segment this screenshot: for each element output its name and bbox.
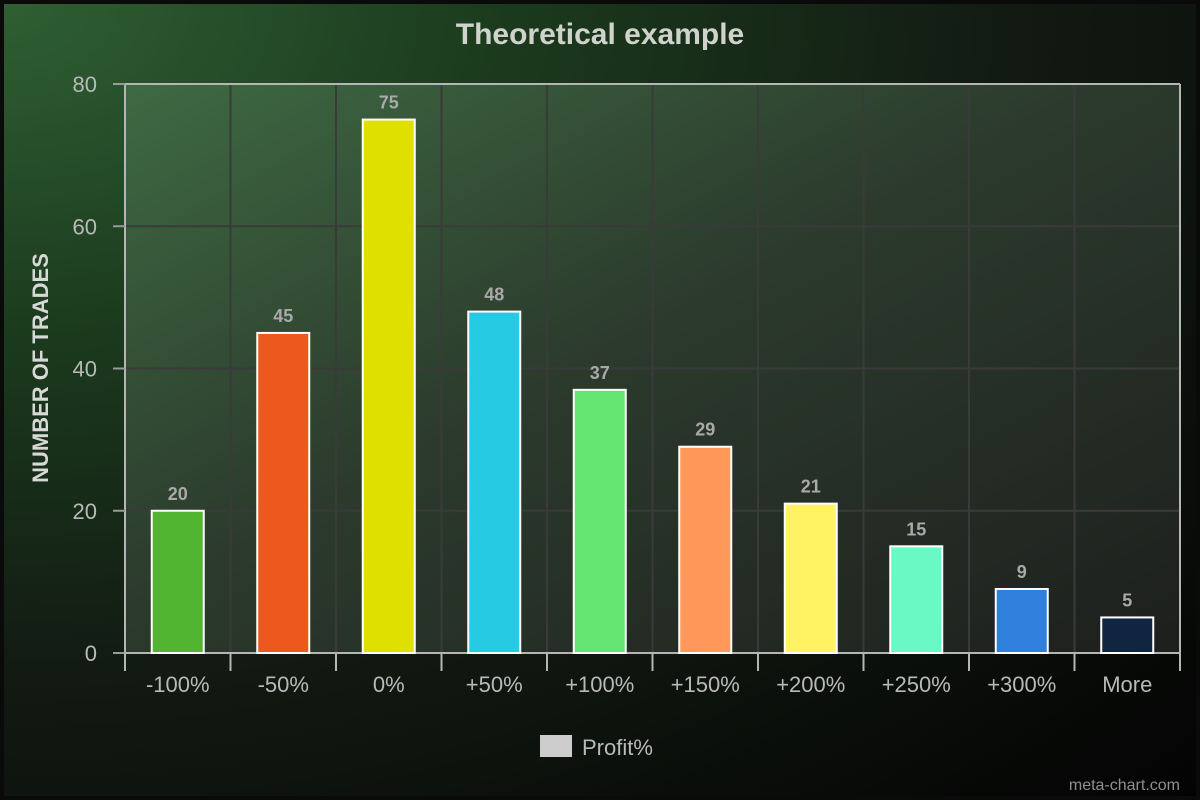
legend-swatch — [540, 735, 572, 757]
grid-lines — [124, 83, 1181, 654]
y-tick-label: 60 — [73, 214, 97, 239]
x-tick-label: +150% — [671, 672, 740, 697]
y-tick-label: 40 — [73, 357, 97, 382]
y-axis-label: NUMBER OF TRADES — [28, 253, 53, 483]
x-tick-label: +50% — [466, 672, 523, 697]
bar — [150, 509, 205, 654]
data-label: 15 — [906, 519, 926, 539]
y-tick-label: 80 — [73, 72, 97, 97]
bar — [1100, 616, 1155, 654]
data-label: 29 — [695, 420, 715, 440]
bar — [572, 388, 627, 654]
x-tick-label: -50% — [258, 672, 309, 697]
data-label: 21 — [801, 477, 821, 497]
bar — [783, 502, 838, 655]
data-label: 37 — [590, 363, 610, 383]
x-tick-label: +200% — [776, 672, 845, 697]
legend-label: Profit% — [582, 735, 653, 760]
data-label: 45 — [273, 306, 293, 326]
bar — [467, 310, 522, 654]
data-label: 48 — [484, 285, 504, 305]
x-axis-ticks: -100% -50% 0% +50% +100% +150% +200% +250% +300%… — [124, 653, 1181, 697]
bar — [889, 545, 944, 654]
x-tick-label: +250% — [882, 672, 951, 697]
data-label: 75 — [379, 93, 399, 113]
bar — [361, 118, 416, 654]
credit-text[interactable]: meta-chart.com — [1069, 777, 1180, 794]
data-label: 9 — [1017, 562, 1027, 582]
bars: 20 45 75 48 37 29 21 15 9 5 — [150, 93, 1155, 655]
bar — [256, 331, 311, 654]
legend[interactable]: Profit% — [540, 735, 653, 760]
y-tick-label: 0 — [85, 641, 97, 666]
x-tick-label: More — [1102, 672, 1152, 697]
x-tick-label: 0% — [373, 672, 405, 697]
x-tick-label: +300% — [987, 672, 1056, 697]
bar — [678, 445, 733, 654]
y-tick-label: 20 — [73, 499, 97, 524]
x-tick-label: +100% — [565, 672, 634, 697]
chart-title: Theoretical example — [456, 18, 744, 51]
data-label: 5 — [1122, 590, 1132, 610]
x-tick-label: -100% — [146, 672, 210, 697]
y-axis-ticks: 0 20 40 60 80 — [73, 72, 125, 666]
data-label: 20 — [168, 484, 188, 504]
bar — [994, 587, 1049, 654]
